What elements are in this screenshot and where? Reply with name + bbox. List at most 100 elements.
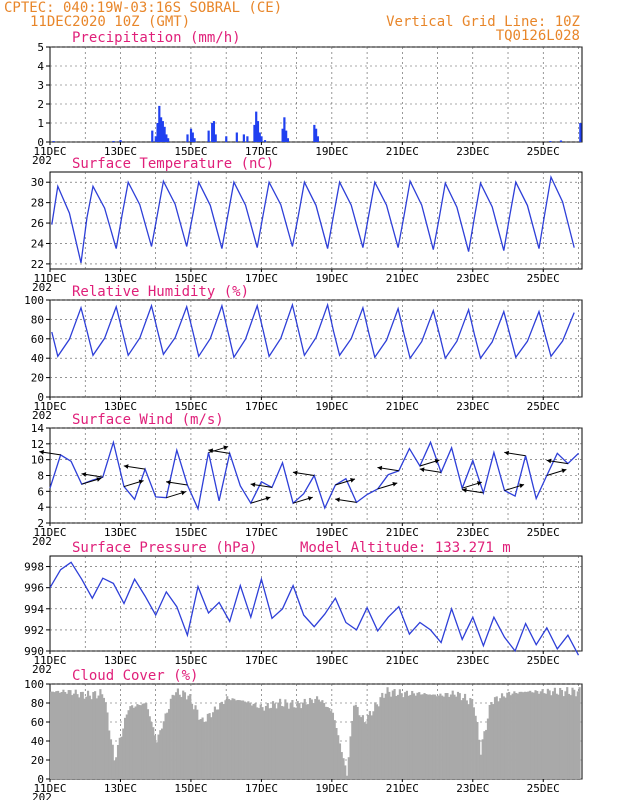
precip-xtick-label: 25DEC: [527, 145, 560, 158]
cloud-xtick-label: 13DEC: [104, 782, 137, 795]
wind-arrow-head: [180, 490, 186, 496]
pres-ytick-label: 996: [24, 582, 44, 595]
cloud-cover-bar: [224, 700, 227, 779]
cloud-cover-bar: [441, 695, 444, 779]
humidity-panel: Relative Humidity (%) 0 20 40 60 80 100 11DEC 1…: [24, 284, 583, 422]
humidity-line: [51, 302, 575, 360]
cloud-cover-bar: [116, 745, 120, 779]
cloud-cover-bar: [426, 694, 430, 779]
header-model: TQ0126L028: [496, 28, 580, 44]
cloud-cover-bar: [168, 709, 171, 779]
cloud-cover-bar: [182, 690, 185, 779]
precip-ytick-label: 5: [37, 41, 44, 54]
cloud-cover-bar: [365, 723, 368, 779]
cloud-cover-bar: [256, 707, 259, 779]
precipitation-bar: [549, 141, 552, 142]
cloud-cover-bar: [58, 692, 61, 779]
cloud-cover-bar: [131, 705, 134, 779]
precipitation-bar: [281, 128, 284, 142]
precipitation-bar: [260, 136, 263, 142]
cloud-cover-bar: [527, 691, 530, 779]
wind-arrow-head: [307, 496, 313, 501]
wind-arrow-head: [476, 481, 482, 486]
precipitation-bar: [313, 124, 316, 142]
temp-xtick-label: 21DEC: [386, 272, 419, 285]
cloud-cover-bar: [567, 693, 571, 779]
cloud-cover-bar: [201, 717, 204, 779]
cloud-cover-bar: [377, 706, 380, 779]
cloud-cover-bar: [242, 700, 245, 779]
cloud-cover-bar: [340, 752, 343, 779]
wind-ytick-label: 8: [37, 470, 44, 483]
cloud-cover-bar: [171, 694, 174, 779]
cloud-cover-bar: [189, 694, 192, 779]
cloud-cover-bar: [139, 705, 143, 779]
cloud-cover-bar: [490, 702, 493, 779]
pres-ytick-label: 990: [24, 645, 44, 658]
precipitation-bar: [52, 141, 55, 142]
cloud-cover-bar: [493, 697, 497, 779]
cloud-cover-bar: [437, 695, 440, 779]
cloud-cover-bar: [469, 698, 472, 779]
cloud-cover-bar: [522, 692, 525, 779]
cloud-ytick-label: 20: [31, 754, 44, 767]
precipitation-bar: [242, 134, 245, 142]
cloud-cover-bar: [328, 708, 331, 779]
cloud-cover-bar: [488, 704, 491, 779]
precipitation-bar: [119, 140, 122, 142]
cloud-cover-bar: [458, 693, 461, 779]
cloud-cover-bar: [500, 693, 504, 779]
wind-xtick-label: 21DEC: [386, 526, 419, 539]
cloud-cover-bar: [546, 688, 549, 779]
cloud-cover-bar: [532, 692, 535, 779]
cloud-cover-bar: [462, 698, 465, 779]
cloud-cover-bar: [301, 702, 305, 779]
cloud-cover-bar: [455, 696, 458, 779]
cloud-cover-bar: [511, 693, 514, 779]
cloud-cover-bar: [279, 698, 282, 779]
cloud-ytick-label: 60: [31, 716, 44, 729]
precipitation-bar: [159, 117, 163, 142]
cloud-cover-bar: [516, 693, 519, 779]
cloud-cover-bar: [138, 704, 141, 779]
cloud-cover-bar: [57, 690, 60, 779]
wind-arrow-head: [39, 449, 44, 455]
rh-ytick-label: 0: [37, 391, 44, 404]
cloud-cover-bar: [425, 694, 428, 779]
temp-ytick-label: 30: [31, 176, 44, 189]
cloud-cover-bar: [545, 693, 548, 779]
cloud-cover-bar: [176, 688, 179, 779]
wind-year-label: 202: [32, 535, 52, 548]
pressure-frame: [49, 555, 583, 652]
cloud-cover-bar: [354, 704, 357, 779]
cloud-cover-bar: [185, 699, 188, 779]
cloud-cover-bar: [552, 691, 555, 779]
cloud-cover-bar: [397, 694, 400, 779]
pres-xtick-label: 25DEC: [527, 654, 560, 667]
temp-ytick-label: 28: [31, 197, 44, 210]
cloud-cover-bar: [55, 691, 58, 779]
cloud-cover-bar: [372, 711, 375, 779]
cloud-cover-bar: [197, 719, 201, 779]
cloud-cover-bar: [118, 737, 121, 779]
cloud-cover-bar: [523, 691, 527, 779]
cloud-cover-bar: [146, 709, 150, 779]
wind-arrow-head: [81, 472, 87, 477]
cloud-cover-bar: [331, 712, 335, 779]
precipitation-frame: [49, 46, 583, 143]
cloud-cover-bar: [95, 698, 98, 779]
precip-ytick-label: 2: [37, 98, 44, 111]
cloud-cover-bar: [370, 715, 373, 779]
cloud-cover-bar: [159, 730, 162, 779]
cloud-cover-bar: [534, 690, 537, 779]
cloud-cover-bar: [180, 697, 183, 779]
cloud-cover-bar: [236, 700, 239, 779]
cloud-cover-bar: [374, 702, 377, 779]
cloud-cover-bar: [51, 691, 54, 779]
cloud-cover-bar: [86, 690, 90, 779]
wind-xtick-label: 19DEC: [315, 526, 348, 539]
cloud-cover-bar: [153, 735, 157, 779]
cloud-cover-bar: [222, 704, 225, 779]
cloud-cover-bar: [463, 693, 467, 779]
cloud-cover-bar: [123, 717, 127, 779]
